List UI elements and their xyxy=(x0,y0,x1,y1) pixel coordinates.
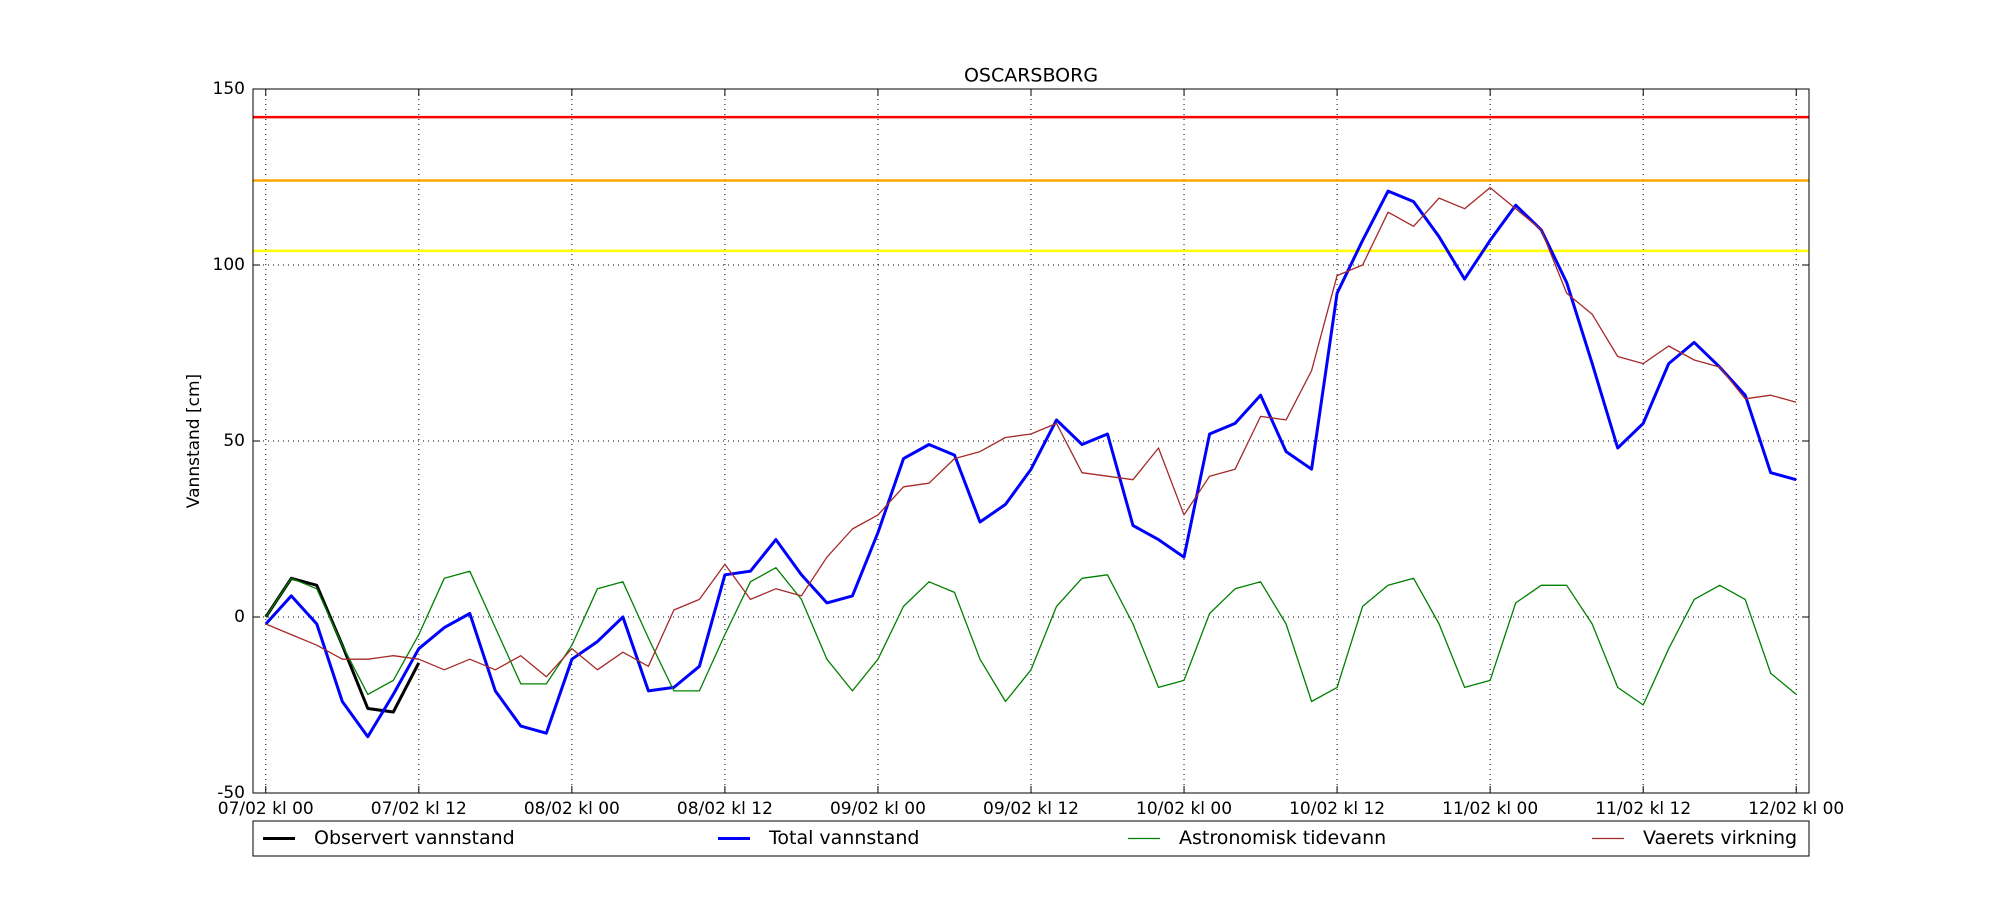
x-tick-label: 07/02 kl 12 xyxy=(371,799,467,819)
x-tick-label: 10/02 kl 00 xyxy=(1136,799,1232,819)
x-tick-label: 11/02 kl 00 xyxy=(1442,799,1538,819)
plot-frame xyxy=(252,88,1810,794)
x-tick-label: 09/02 kl 00 xyxy=(830,799,926,819)
x-tick-label: 08/02 kl 00 xyxy=(524,799,620,819)
x-tick-label: 10/02 kl 12 xyxy=(1289,799,1385,819)
series-line xyxy=(265,186,1797,678)
x-tick-label: 12/02 kl 00 xyxy=(1748,799,1844,819)
y-axis-label: Vannstand [cm] xyxy=(184,374,204,508)
x-tick-label: 11/02 kl 12 xyxy=(1595,799,1691,819)
y-tick-label: 100 xyxy=(213,255,245,275)
legend-box xyxy=(252,820,1810,857)
legend-label: Vaerets virkning xyxy=(1643,827,1797,849)
x-tick-label: 09/02 kl 12 xyxy=(983,799,1079,819)
y-tick-label: 0 xyxy=(234,607,245,627)
chart-title: OSCARSBORG xyxy=(964,65,1098,87)
y-tick-label: -50 xyxy=(217,783,245,803)
y-tick-label: 150 xyxy=(213,79,245,99)
legend-label: Astronomisk tidevann xyxy=(1179,827,1386,849)
legend-label: Observert vannstand xyxy=(314,827,515,849)
x-tick-label: 07/02 kl 00 xyxy=(218,799,314,819)
x-tick-label: 08/02 kl 12 xyxy=(677,799,773,819)
series-line xyxy=(265,567,1797,706)
legend-label: Total vannstand xyxy=(768,827,919,849)
y-tick-label: 50 xyxy=(223,431,245,451)
